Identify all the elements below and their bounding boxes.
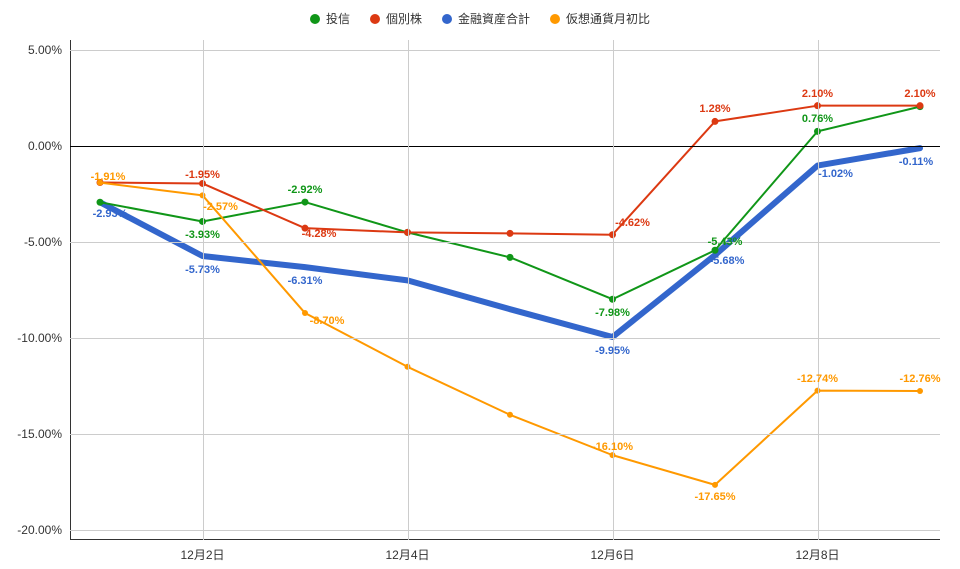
gridline-h bbox=[70, 242, 940, 243]
legend-dot-kobetsu bbox=[370, 14, 380, 24]
gridline-h bbox=[70, 338, 940, 339]
legend-dot-toshin bbox=[310, 14, 320, 24]
series-marker-crypto bbox=[302, 310, 308, 316]
y-axis-label: 0.00% bbox=[28, 139, 70, 153]
y-axis-label: -15.00% bbox=[17, 427, 70, 441]
legend: 投信 個別株 金融資産合計 仮想通貨月初比 bbox=[0, 10, 960, 27]
chart-container: 投信 個別株 金融資産合計 仮想通貨月初比 5.00%0.00%-5.00%-1… bbox=[0, 0, 960, 569]
series-marker-crypto bbox=[507, 412, 513, 418]
x-axis-label: 12月4日 bbox=[385, 540, 429, 563]
y-axis-label: -10.00% bbox=[17, 331, 70, 345]
x-axis-label: 12月6日 bbox=[590, 540, 634, 563]
series-marker-crypto bbox=[712, 482, 718, 488]
legend-dot-crypto bbox=[550, 14, 560, 24]
line-layer bbox=[70, 40, 940, 540]
plot-area: 5.00%0.00%-5.00%-10.00%-15.00%-20.00%12月… bbox=[70, 40, 940, 540]
legend-label-total: 金融資産合計 bbox=[458, 10, 530, 27]
gridline-h bbox=[70, 530, 940, 531]
gridline-v bbox=[408, 40, 409, 540]
gridline-v bbox=[203, 40, 204, 540]
series-marker-toshin bbox=[302, 199, 309, 206]
legend-label-crypto: 仮想通貨月初比 bbox=[566, 10, 650, 27]
gridline-v bbox=[818, 40, 819, 540]
series-marker-crypto bbox=[97, 180, 103, 186]
gridline-h bbox=[70, 146, 940, 147]
gridline-h bbox=[70, 434, 940, 435]
series-marker-kobetsu bbox=[302, 225, 309, 232]
series-marker-crypto bbox=[917, 388, 923, 394]
series-marker-kobetsu bbox=[712, 118, 719, 125]
legend-label-toshin: 投信 bbox=[326, 10, 350, 27]
y-axis-label: -20.00% bbox=[17, 523, 70, 537]
series-marker-toshin bbox=[507, 254, 514, 261]
x-axis-label: 12月8日 bbox=[795, 540, 839, 563]
gridline-h bbox=[70, 50, 940, 51]
series-marker-toshin bbox=[712, 247, 719, 254]
series-line-toshin bbox=[100, 107, 920, 300]
legend-item-crypto: 仮想通貨月初比 bbox=[550, 10, 650, 27]
y-axis-label: 5.00% bbox=[28, 43, 70, 57]
x-axis-label: 12月2日 bbox=[180, 540, 224, 563]
legend-label-kobetsu: 個別株 bbox=[386, 10, 422, 27]
legend-dot-total bbox=[442, 14, 452, 24]
series-marker-toshin bbox=[97, 199, 104, 206]
series-marker-kobetsu bbox=[507, 230, 514, 237]
legend-item-kobetsu: 個別株 bbox=[370, 10, 422, 27]
series-marker-kobetsu bbox=[917, 102, 924, 109]
legend-item-total: 金融資産合計 bbox=[442, 10, 530, 27]
series-line-kobetsu bbox=[100, 106, 920, 235]
series-line-crypto bbox=[100, 183, 920, 485]
gridline-v bbox=[613, 40, 614, 540]
legend-item-toshin: 投信 bbox=[310, 10, 350, 27]
y-axis-label: -5.00% bbox=[24, 235, 70, 249]
